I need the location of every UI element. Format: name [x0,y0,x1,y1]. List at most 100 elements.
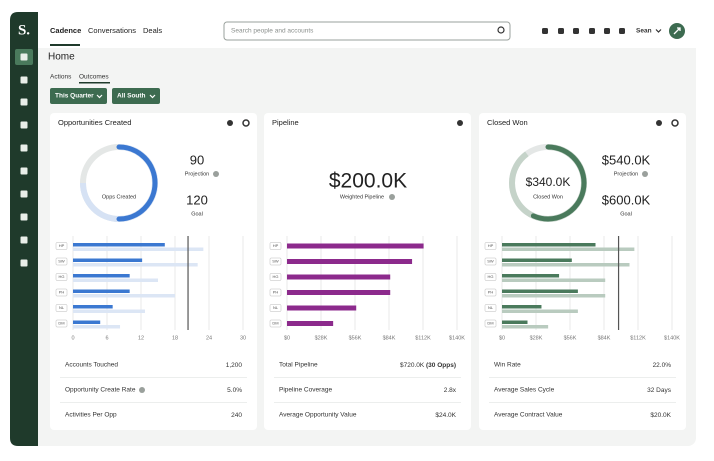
settings-icon[interactable] [671,119,679,127]
stat-value: 240 [231,412,242,419]
category-label: SW [272,259,279,264]
info-icon[interactable] [656,120,662,126]
card [264,113,471,430]
sidebar-icon[interactable] [20,213,28,221]
category-label: SW [487,259,494,264]
bar [502,294,606,298]
x-tick-label: 12 [138,335,144,341]
sidebar-icon[interactable] [20,76,28,84]
sidebar-icon[interactable] [20,98,28,106]
toolbar-icon[interactable] [619,28,625,34]
headline-caption: Weighted Pipeline [340,194,384,200]
stat-value-main: 22.0% [653,362,672,369]
bar [287,274,391,280]
category-badge [484,242,497,250]
sidebar-icon[interactable] [20,259,28,267]
sidebar-icon[interactable] [20,167,28,175]
category-label: HG [488,274,494,279]
search-icon[interactable] [497,26,505,34]
goal-caption: Goal [620,211,632,217]
x-tick-label: $28K [530,335,543,341]
filter-button[interactable] [112,88,160,104]
tab[interactable]: Outcomes [79,74,109,81]
x-tick-label: 30 [240,335,246,341]
sidebar-icon[interactable] [20,121,28,129]
category-badge [484,304,497,312]
stat-value: 32 Days [647,387,672,394]
category-label: DM [58,321,64,326]
stat-value: $20.0K [650,412,671,419]
bar [73,309,145,313]
goal-value: 120 [186,192,208,207]
stat-value-detail: (30 Opps) [426,362,456,369]
x-tick-label: 18 [172,335,178,341]
brand-logo[interactable]: S. [18,22,30,38]
sidebar-icon[interactable] [20,190,28,198]
stat-value-main: 1,200 [226,362,243,369]
toolbar-icon[interactable] [558,28,564,34]
filter-button[interactable] [50,88,107,104]
info-icon[interactable] [642,171,648,177]
toolbar-icon[interactable] [573,28,579,34]
search-box[interactable] [223,21,511,41]
bar [287,290,391,295]
headline-caption: Opps Created [102,194,136,200]
info-icon[interactable] [389,194,395,200]
user-caret[interactable] [655,29,662,33]
bar [502,278,606,282]
category-label: NL [59,305,65,310]
category-badge [269,304,282,312]
projection-value: $540.0K [602,152,651,167]
stat-value-main: $720.0K [400,362,425,369]
x-tick-label: $0 [284,335,290,341]
stat-value: 1,200 [226,362,243,369]
category-label: PH [59,290,65,295]
toolbar-icon[interactable] [589,28,595,34]
card-title: Closed Won [487,118,528,127]
category-label: HP [488,243,494,248]
settings-icon[interactable] [242,119,250,127]
bar [502,305,542,309]
headline-value: $200.0K [329,170,407,193]
x-tick-label: $140K [449,335,465,341]
user-name[interactable]: Sean [636,28,652,35]
headline-caption: Closed Won [533,194,563,200]
bar [287,305,357,311]
category-label: SW [58,259,65,264]
x-tick-label: 24 [206,335,212,341]
sidebar-icon[interactable] [20,144,28,152]
bar [287,259,413,264]
stat-label: Average Opportunity Value [279,412,357,419]
category-badge [484,319,497,328]
stat-value-main: $20.0K [650,412,671,419]
category-badge [55,273,68,281]
x-tick-label: $112K [630,335,646,341]
info-icon[interactable] [457,120,463,126]
projection-caption: Projection [614,171,638,177]
bar [73,305,113,309]
tab[interactable]: Actions [50,74,72,81]
nav-link[interactable]: Cadence [50,26,81,35]
toolbar-icon[interactable] [542,28,548,34]
category-badge [55,319,68,328]
nav-link[interactable]: Conversations [88,26,136,35]
x-tick-label: $56K [349,335,362,341]
category-badge [55,242,68,250]
nav-link[interactable]: Deals [143,26,162,35]
bar [502,243,596,247]
bar [73,278,158,282]
sidebar-icon[interactable] [20,53,28,61]
info-icon[interactable] [227,120,233,126]
info-icon[interactable] [139,387,145,393]
sidebar-icon[interactable] [20,236,28,244]
info-icon[interactable] [213,171,219,177]
stat-label: Accounts Touched [65,362,118,369]
bar [502,258,572,262]
stat-label: Win Rate [494,362,521,369]
category-label: NL [488,305,494,310]
category-label: HP [273,243,279,248]
goal-caption: Goal [191,211,203,217]
toolbar-icon[interactable] [604,28,610,34]
tab-underline [79,82,110,84]
